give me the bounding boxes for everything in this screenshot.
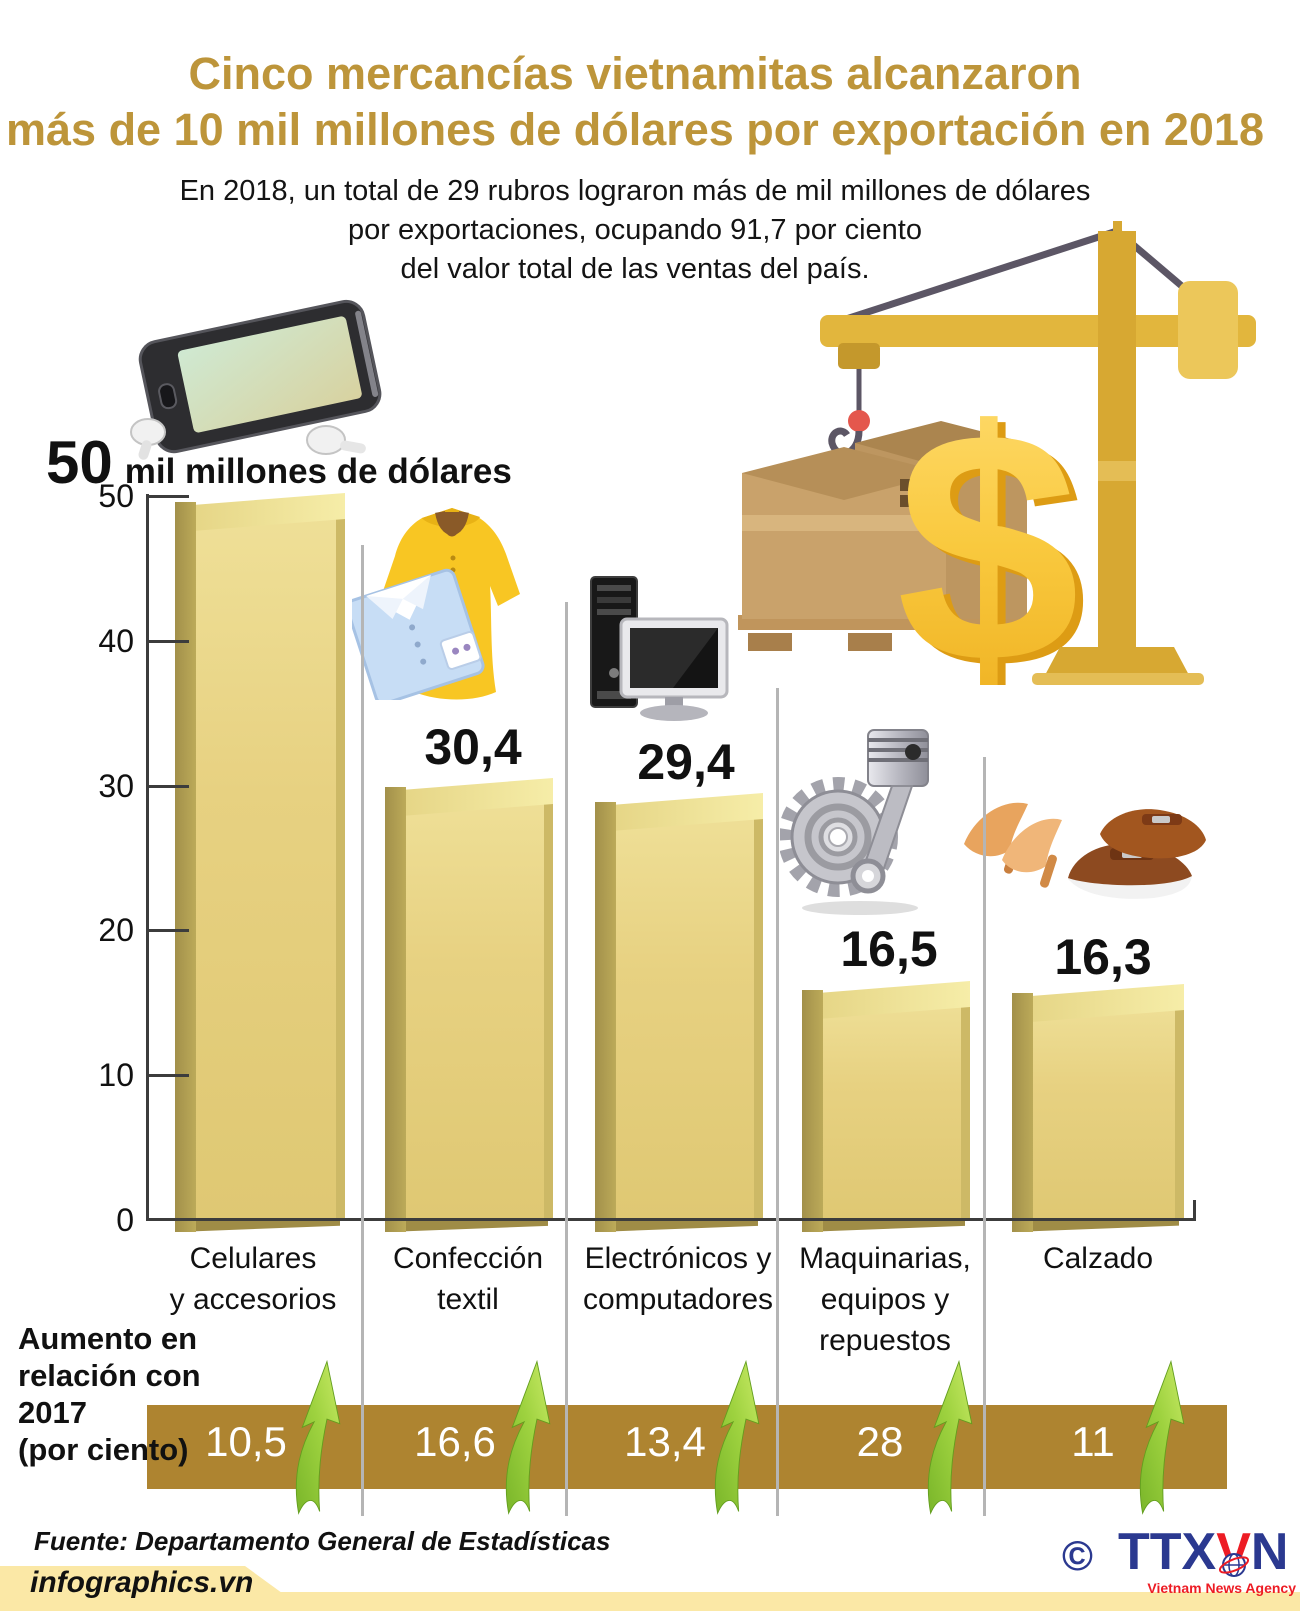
y-tick-label-50: 50 <box>98 478 134 514</box>
x-axis-end-tick <box>1193 1200 1196 1221</box>
dollar-sign-icon: $ $ <box>896 362 1088 737</box>
footer-yellow-strip <box>0 1592 1300 1611</box>
crane-hook-ball <box>848 410 870 432</box>
y-tick-30 <box>147 785 189 788</box>
crane-trolley <box>838 343 880 369</box>
footer-yellow-tab <box>0 1566 282 1593</box>
y-tick-20 <box>147 929 189 932</box>
category-label-maquinarias: Maquinarias, equipos y repuestos <box>799 1242 971 1357</box>
subtitle-line-3: del valor total de las ventas del país. <box>400 253 870 285</box>
bar-value-electronicos: 29,4 <box>637 734 735 790</box>
site-link[interactable]: infographics.vn <box>30 1566 254 1599</box>
folded-shirt <box>345 568 485 705</box>
crane-counterweight <box>1178 281 1238 379</box>
textile-shirts-icon <box>345 500 552 705</box>
piston-gear-icon <box>778 722 945 917</box>
bar-value-confeccion: 30,4 <box>424 719 522 775</box>
growth-value-celulares: 10,5 <box>205 1418 287 1465</box>
subtitle-line-2: por exportaciones, ocupando 91,7 por cie… <box>348 214 922 246</box>
smartphone-earbuds-icon <box>118 282 388 467</box>
column-divider-1 <box>361 545 364 1516</box>
x-axis <box>146 1218 1196 1221</box>
growth-arrow-icon <box>494 1350 558 1522</box>
title-line-2: más de 10 mil millones de dólares por ex… <box>6 104 1264 155</box>
source-note: Fuente: Departamento General de Estadíst… <box>34 1526 611 1556</box>
title-line-1: Cinco mercancías vietnamitas alcanzaron <box>188 48 1082 99</box>
y-tick-label-20: 20 <box>98 912 134 948</box>
growth-value-calzado: 11 <box>1071 1418 1115 1465</box>
category-label-calzado: Calzado <box>1042 1242 1154 1275</box>
y-axis <box>146 494 149 1221</box>
growth-value-confeccion: 16,6 <box>414 1418 496 1465</box>
cargo-boxes-icon <box>738 421 1050 651</box>
svg-text:$: $ <box>896 362 1080 685</box>
category-label-confeccion: Confección textil <box>392 1242 544 1316</box>
desktop-computer-icon <box>583 573 733 723</box>
y-tick-label-10: 10 <box>98 1057 134 1093</box>
column-divider-2 <box>565 602 568 1516</box>
growth-value-maquinarias: 28 <box>856 1418 904 1465</box>
subtitle-line-1: En 2018, un total de 29 rubros lograron … <box>179 175 1091 207</box>
crane-cargo-scene: $ $ <box>690 215 1270 737</box>
loafers <box>1068 809 1206 899</box>
growth-header: Aumento en relación con 2017 (por ciento… <box>18 1321 201 1467</box>
growth-arrow-icon <box>284 1350 348 1522</box>
category-label-electronicos: Electrónicos y computadores <box>582 1242 774 1316</box>
crane-mast <box>1032 221 1204 685</box>
bar-celulares <box>175 492 345 1232</box>
bar-calzado <box>1012 983 1184 1232</box>
ttxvn-logo: TTXVN <box>1118 1522 1298 1581</box>
logo-caption: Vietnam News Agency <box>1147 1580 1296 1596</box>
copyright-icon: © <box>1062 1532 1093 1579</box>
bar-value-calzado: 16,3 <box>1054 929 1152 985</box>
column-divider-3 <box>776 688 779 1516</box>
y-tick-40 <box>147 640 189 643</box>
y-tick-label-0: 0 <box>116 1202 134 1238</box>
bar-maquinarias <box>802 980 970 1232</box>
shoes-icon <box>950 782 1210 922</box>
crane-hook <box>828 427 863 457</box>
unit-callout: 50 mil millones de dólares <box>46 428 512 497</box>
y-tick-label-40: 40 <box>98 623 134 659</box>
page-subtitle: En 2018, un total de 29 rubros lograron … <box>0 172 1270 289</box>
unit-callout-text: mil millones de dólares <box>124 452 512 491</box>
y-tick-10 <box>147 1074 189 1077</box>
column-divider-4 <box>983 757 986 1516</box>
bar-value-maquinarias: 16,5 <box>840 921 938 977</box>
page-title: Cinco mercancías vietnamitas alcanzaron … <box>0 46 1270 158</box>
growth-value-electronicos: 13,4 <box>624 1418 706 1465</box>
y-tick-50 <box>147 495 189 498</box>
growth-arrow-icon <box>703 1350 767 1522</box>
y-tick-label-30: 30 <box>98 768 134 804</box>
crane-jib <box>820 315 1256 347</box>
unit-callout-number: 50 <box>46 429 113 496</box>
growth-arrow-icon <box>916 1350 980 1522</box>
bar-confeccion-textil <box>385 777 553 1232</box>
category-label-celulares: Celulares y accesorios <box>169 1242 337 1316</box>
growth-arrow-icon <box>1128 1350 1192 1522</box>
high-heels <box>964 802 1062 888</box>
globe-icon <box>1218 1534 1250 1594</box>
crane-cables <box>838 227 1233 330</box>
bar-electronicos <box>595 792 763 1232</box>
